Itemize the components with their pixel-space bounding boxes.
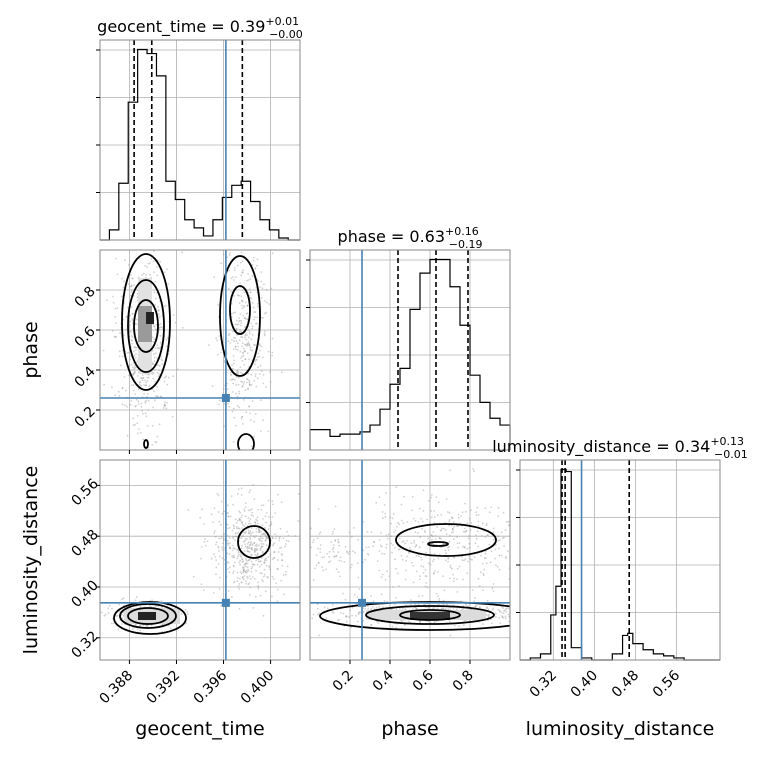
diag-luminosity_distance-frame [519,459,721,661]
luminosity_distance-title-plus: +0.13 [710,435,744,448]
geocent_time-luminosity_distance-frame [99,459,301,661]
phase-luminosity_distance-frame [309,459,511,661]
phase-xtick-0: 0.2 [330,668,357,695]
ylabel-phase: phase [20,321,42,378]
luminosity_distance-title-minus: −0.01 [714,448,748,461]
geocent_time-phase-frame [99,249,301,451]
luminosity_distance-title: luminosity_distance = 0.34+0.13 −0.01 [492,435,748,461]
luminosity_distance-ytick-3: 0.56 [68,476,101,509]
phase-title-minus: −0.19 [449,238,483,251]
geocent_time-title-main: geocent_time = 0.39 [97,17,265,37]
geocent_time-xtick-0: 0.388 [97,668,137,708]
phase-luminosity_distance-grid [310,460,510,660]
geocent_time-xtick-2: 0.396 [191,667,231,707]
geocent_time-title-minus: −0.00 [269,28,303,41]
luminosity_distance-ytick-0: 0.32 [68,628,101,661]
geocent_time-phase-injection-marker [221,394,230,402]
phase-title: phase = 0.63+0.16 −0.19 [338,225,483,251]
geocent_time-title: geocent_time = 0.39+0.01 −0.00 [97,15,303,41]
luminosity_distance-title-main: luminosity_distance = 0.34 [492,437,710,457]
geocent_time-xtick-3: 0.400 [238,668,278,708]
geocent_time-xtick-1: 0.392 [144,668,184,708]
phase-ytick-2: 0.6 [72,324,99,351]
phase-hist-steps [309,258,511,450]
luminosity_distance-xtick-2: 0.48 [609,668,642,701]
phase-title-plus: +0.16 [445,225,479,238]
geocent_time-phase-contours [121,253,261,450]
phase-ytick-3: 0.8 [72,284,99,311]
xlabel-phase: phase [381,718,438,740]
luminosity_distance-xtick-1: 0.40 [568,668,601,701]
luminosity_distance-ytick-2: 0.48 [68,527,101,560]
luminosity_distance-ytick-1: 0.40 [68,577,101,610]
diag-geocent_time-grid [100,40,300,240]
phase-luminosity_distance-injection-marker [358,598,366,607]
geocent_time-luminosity_distance-contours [113,525,271,635]
geocent_time-hist-steps [100,48,300,241]
xlabel-geocent_time: geocent_time [135,718,264,740]
phase-title-main: phase = 0.63 [338,227,445,246]
geocent_time-title-plus: +0.01 [265,15,299,28]
diag-phase-frame [309,249,511,451]
geocent_time-luminosity_distance-scatter [100,483,300,634]
diag-luminosity_distance-grid [520,460,720,660]
ylabel-luminosity_distance: luminosity_distance [20,466,42,655]
phase-ytick-0: 0.2 [72,404,99,431]
phase-luminosity_distance-contours [319,523,510,631]
phase-xtick-3: 0.8 [450,668,477,695]
phase-xtick-1: 0.4 [370,667,397,694]
phase-ytick-1: 0.4 [72,364,99,391]
xlabel-luminosity_distance: luminosity_distance [526,718,715,740]
phase-histogram [309,258,511,450]
luminosity_distance-xtick-0: 0.32 [527,668,560,701]
phase-xtick-2: 0.6 [410,667,437,694]
luminosity_distance-xtick-3: 0.56 [650,667,683,700]
geocent_time-histogram [100,48,300,241]
geocent_time-luminosity_distance-grid [100,460,300,660]
geocent_time-luminosity_distance-injection-marker [221,598,230,607]
diag-geocent_time-frame [99,39,301,241]
